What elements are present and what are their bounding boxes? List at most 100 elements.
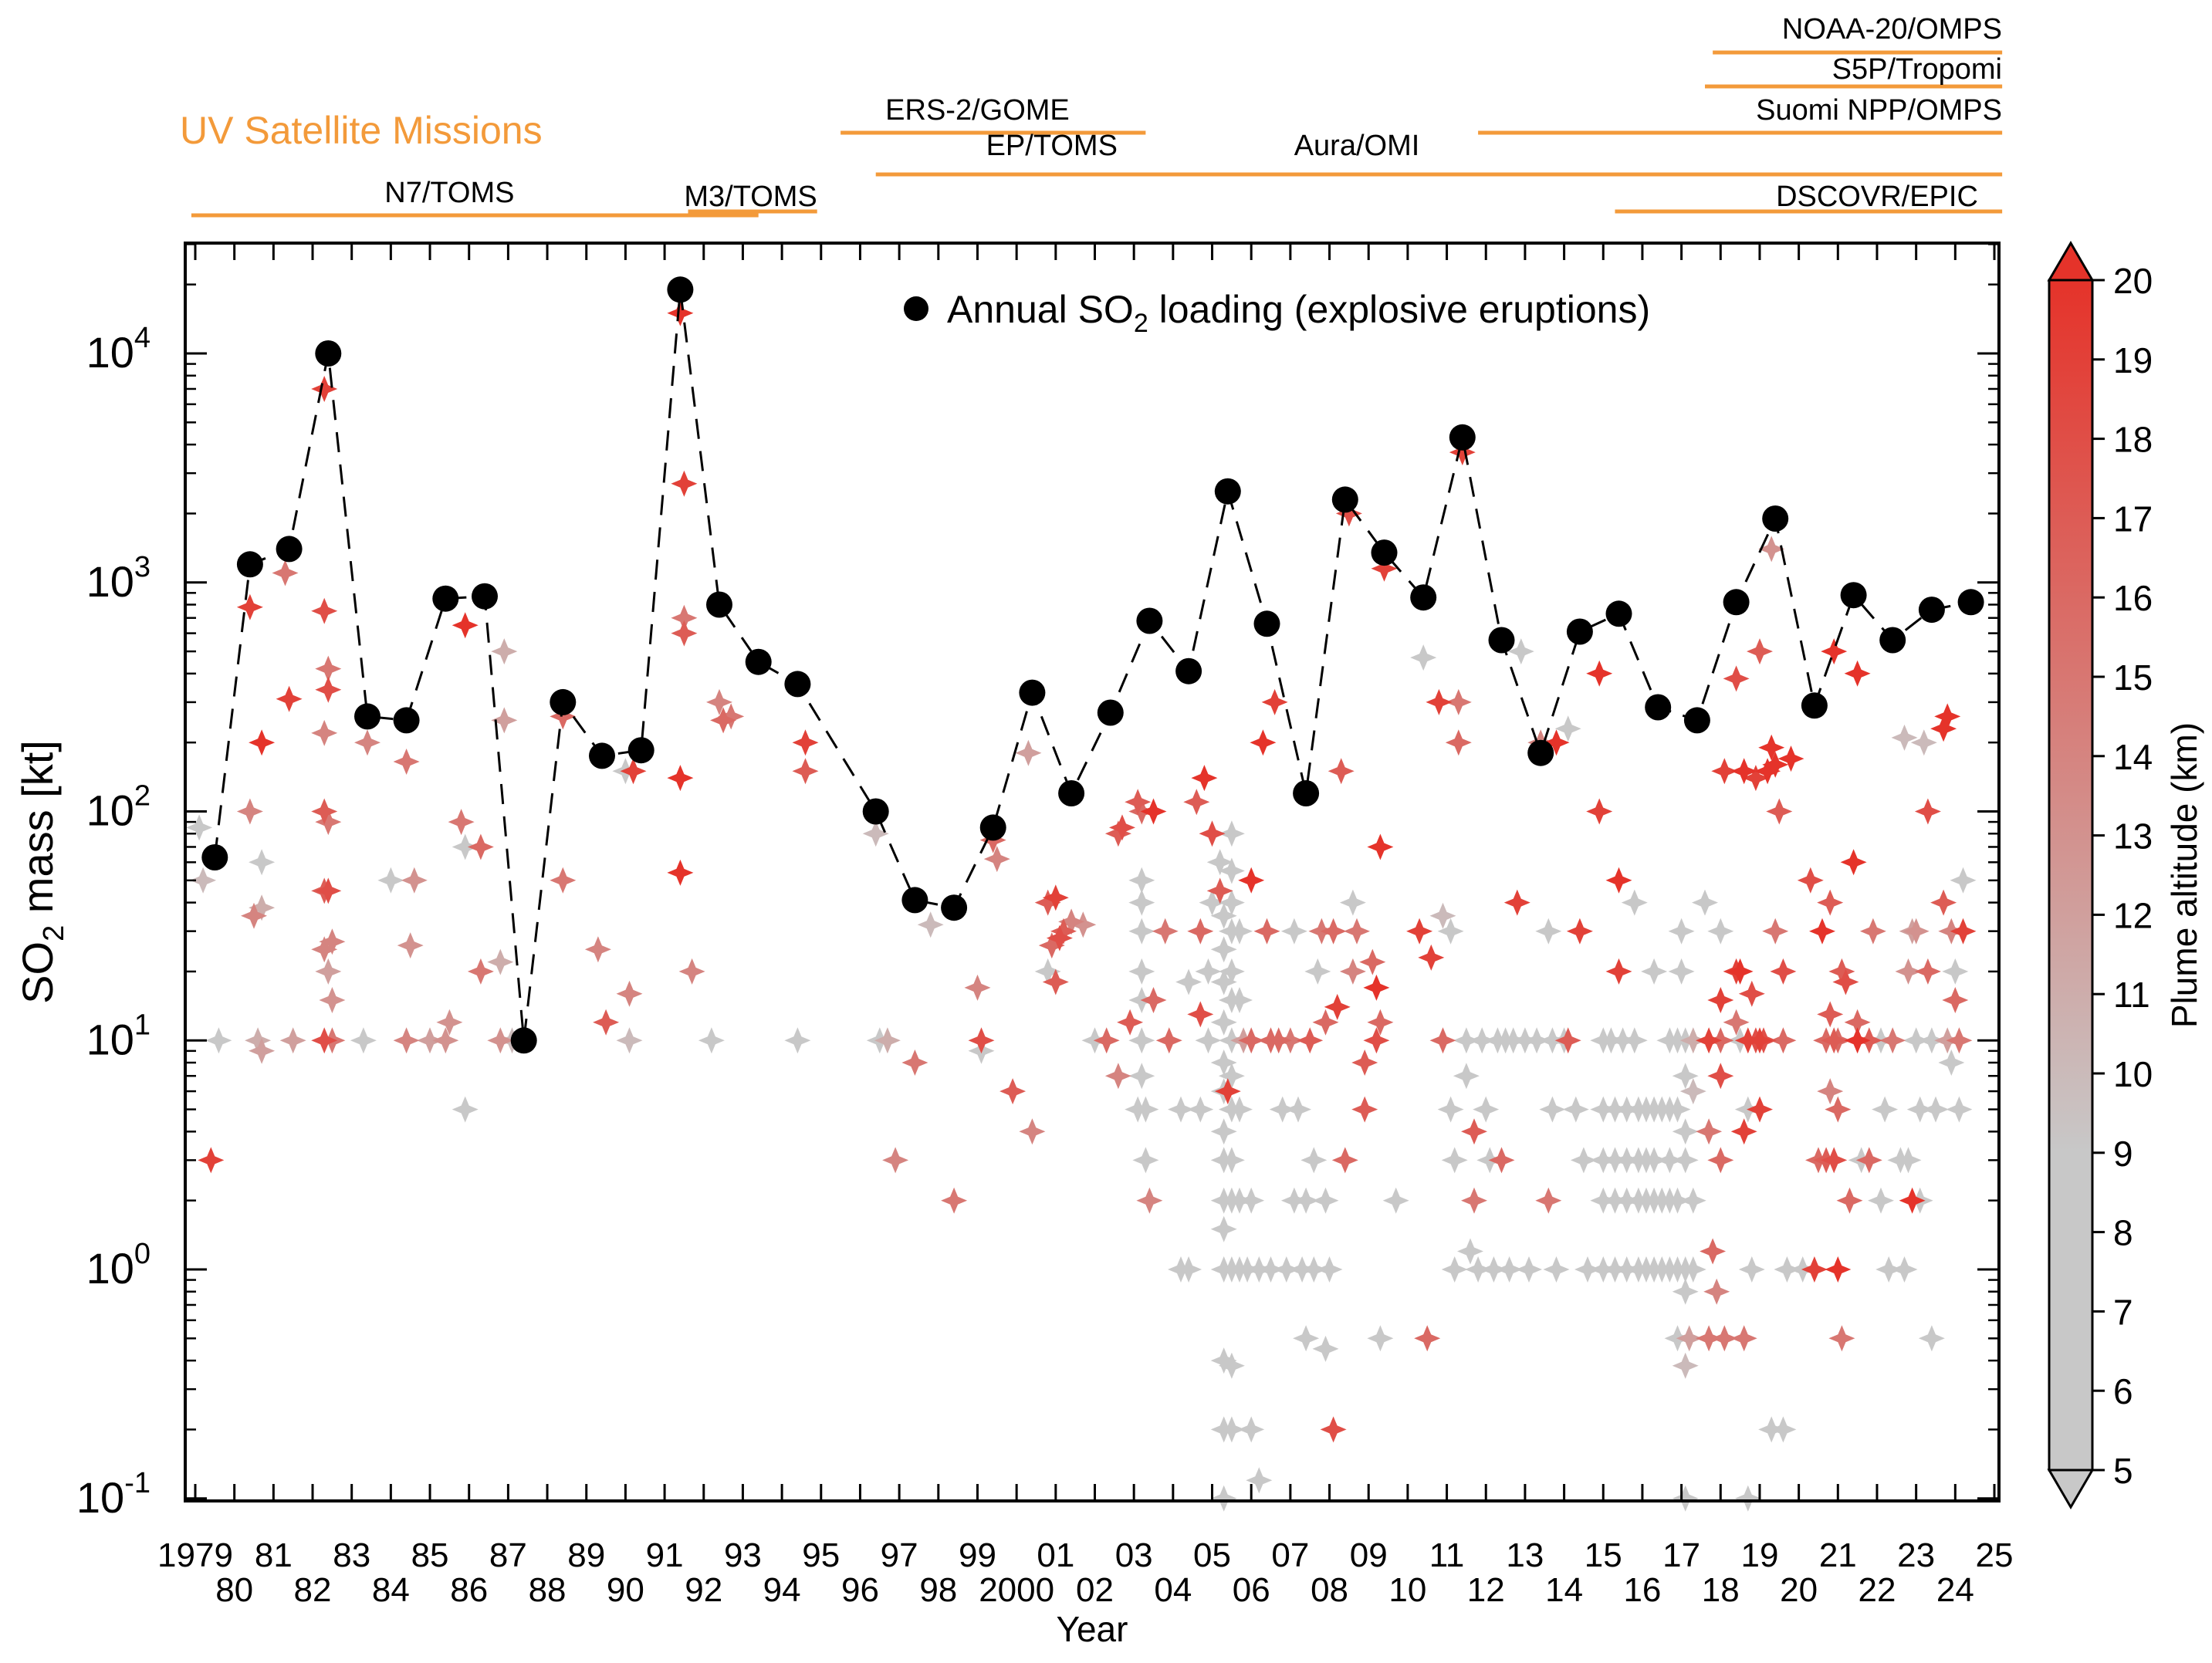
eruption-marker bbox=[1297, 1027, 1324, 1054]
x-tick-label: 94 bbox=[763, 1571, 801, 1609]
eruption-marker bbox=[1668, 958, 1695, 985]
eruption-marker bbox=[1672, 1118, 1699, 1145]
eruption-marker bbox=[1516, 1256, 1542, 1283]
eruption-marker bbox=[968, 1027, 995, 1054]
eruption-marker bbox=[1930, 715, 1957, 742]
annual-loading-point bbox=[393, 707, 420, 734]
eruption-marker bbox=[1046, 924, 1073, 951]
eruption-marker bbox=[1426, 688, 1453, 715]
colorbar-tick-label: 8 bbox=[2113, 1213, 2133, 1253]
x-tick-label: 17 bbox=[1662, 1536, 1700, 1574]
eruption-marker bbox=[1672, 1063, 1699, 1090]
eruption-marker bbox=[1918, 1325, 1945, 1352]
eruption-marker bbox=[1895, 958, 1922, 985]
annual-loading-markers bbox=[201, 276, 1984, 1054]
eruption-marker bbox=[1836, 1187, 1863, 1214]
eruption-marker bbox=[1679, 1078, 1706, 1105]
annual-loading-point bbox=[236, 551, 263, 578]
eruption-marker bbox=[1821, 1027, 1848, 1054]
plot-frame bbox=[184, 242, 2001, 1502]
eruption-marker bbox=[706, 688, 732, 715]
colorbar-tick-label: 10 bbox=[2113, 1054, 2153, 1094]
eruption-marker bbox=[862, 820, 889, 847]
eruption-marker bbox=[1382, 1187, 1409, 1214]
x-tick-label: 18 bbox=[1702, 1571, 1740, 1609]
eruption-marker bbox=[1738, 1256, 1765, 1283]
eruption-marker bbox=[1206, 877, 1233, 904]
eruption-marker bbox=[311, 597, 338, 624]
eruption-marker bbox=[1679, 1187, 1706, 1214]
eruption-marker bbox=[452, 833, 479, 860]
eruption-marker bbox=[1050, 918, 1077, 945]
eruption-marker bbox=[1019, 1118, 1046, 1145]
eruption-marker bbox=[1930, 889, 1957, 916]
annual-loading-point bbox=[1879, 627, 1906, 654]
eruption-marker bbox=[1707, 1063, 1734, 1090]
eruption-marker bbox=[718, 703, 745, 730]
eruption-marker bbox=[1696, 1118, 1723, 1145]
annual-loading-point bbox=[589, 742, 615, 769]
eruption-marker bbox=[1195, 958, 1222, 985]
eruption-marker bbox=[198, 1147, 225, 1174]
eruption-marker bbox=[1676, 1325, 1703, 1352]
eruption-markers bbox=[186, 299, 1977, 1512]
colorbar-tick-label: 12 bbox=[2113, 895, 2153, 935]
x-tick-label: 11 bbox=[1429, 1536, 1465, 1574]
eruption-marker bbox=[1351, 1050, 1378, 1076]
eruption-marker bbox=[1574, 1256, 1601, 1283]
eruption-marker bbox=[1265, 1027, 1292, 1054]
eruption-marker bbox=[1445, 688, 1472, 715]
x-tick-label: 03 bbox=[1115, 1536, 1153, 1574]
annual-loading-point bbox=[1527, 739, 1554, 766]
eruption-marker bbox=[983, 846, 1010, 873]
eruption-marker bbox=[1210, 1009, 1237, 1036]
eruption-marker bbox=[1293, 1187, 1320, 1214]
eruption-marker bbox=[1821, 638, 1848, 665]
x-tick-label: 24 bbox=[1936, 1571, 1974, 1609]
mission-label: Aura/OMI bbox=[1294, 130, 1420, 162]
eruption-marker bbox=[1817, 1078, 1844, 1105]
eruption-marker bbox=[1656, 1147, 1683, 1174]
eruption-marker bbox=[1367, 833, 1394, 860]
y-tick-label: 100 bbox=[86, 1238, 151, 1293]
eruption-marker bbox=[1535, 1187, 1562, 1214]
eruption-marker bbox=[1015, 739, 1042, 766]
eruption-marker bbox=[1605, 867, 1632, 894]
eruption-marker bbox=[1738, 980, 1765, 1007]
eruption-marker bbox=[1226, 987, 1253, 1013]
missions-panel: UV Satellite Missions N7/TOMS M3/TOMS ERS-… bbox=[180, 13, 2003, 218]
x-tick-label: 97 bbox=[881, 1536, 918, 1574]
mission-label: NOAA-20/OMPS bbox=[1782, 13, 2002, 46]
annual-loading-point bbox=[1605, 600, 1632, 627]
colorbar-min-arrow bbox=[2047, 1469, 2095, 1509]
eruption-marker bbox=[249, 729, 276, 756]
eruption-marker bbox=[1218, 1063, 1245, 1090]
annual-loading-point bbox=[1566, 618, 1593, 645]
x-tick-label: 08 bbox=[1311, 1571, 1348, 1609]
eruption-marker bbox=[1199, 889, 1226, 916]
eruption-marker bbox=[1672, 1147, 1699, 1174]
eruption-marker bbox=[311, 798, 338, 825]
annual-loading-point bbox=[1801, 692, 1828, 719]
x-tick-label: 05 bbox=[1193, 1536, 1231, 1574]
x-tick-label: 10 bbox=[1388, 1571, 1426, 1609]
eruption-marker bbox=[1605, 958, 1632, 985]
eruption-marker bbox=[1535, 918, 1562, 945]
eruption-marker bbox=[941, 1187, 968, 1214]
eruption-marker bbox=[1441, 1147, 1468, 1174]
x-tick-label: 81 bbox=[255, 1536, 293, 1574]
eruption-marker bbox=[874, 1027, 901, 1054]
y-tick-label: 104 bbox=[86, 322, 151, 377]
eruption-marker bbox=[584, 936, 611, 963]
mission-label: EP/TOMS bbox=[986, 130, 1118, 162]
eruption-marker bbox=[1429, 902, 1456, 929]
eruption-marker bbox=[1128, 1063, 1155, 1090]
annual-loading-point bbox=[201, 844, 228, 870]
eruption-marker bbox=[1758, 536, 1785, 563]
eruption-marker bbox=[1473, 1096, 1500, 1123]
eruption-marker bbox=[1891, 724, 1918, 751]
x-tick-label: 99 bbox=[959, 1536, 996, 1574]
eruption-marker bbox=[1238, 867, 1265, 894]
eruption-marker bbox=[1696, 1027, 1723, 1054]
eruption-marker bbox=[1872, 1096, 1899, 1123]
